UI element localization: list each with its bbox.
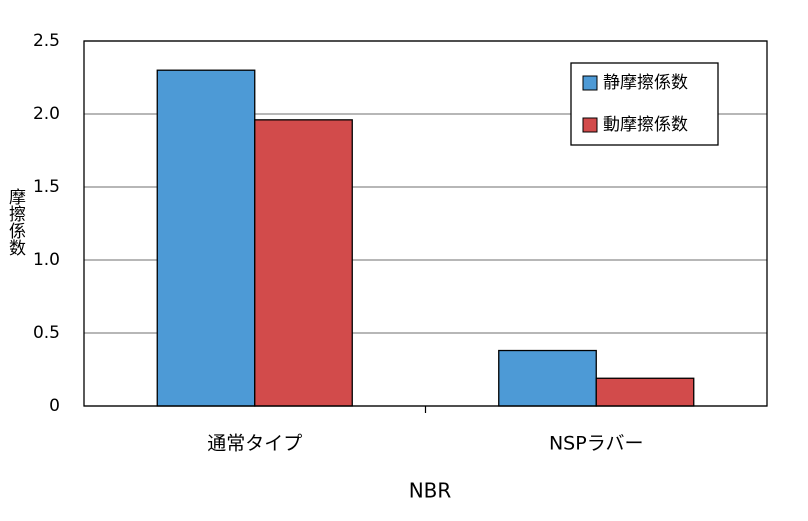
- legend-label: 動摩擦係数: [603, 115, 688, 135]
- y-tick-label: 2.0: [33, 104, 60, 124]
- x-tick-label: NSPラバー: [549, 433, 644, 455]
- bar: [498, 349, 597, 407]
- legend-swatch: [582, 75, 598, 91]
- plot-frame: [83, 40, 768, 407]
- bar: [254, 119, 353, 407]
- y-tick-label: 1.0: [33, 250, 60, 270]
- legend-swatch: [582, 117, 598, 133]
- legend-label: 静摩擦係数: [603, 73, 688, 93]
- x-tick-label: 通常タイプ: [207, 433, 302, 455]
- y-tick-label: 0: [49, 396, 60, 416]
- bar: [595, 377, 695, 407]
- bar: [156, 69, 256, 407]
- y-tick-label: 2.5: [33, 31, 60, 51]
- x-axis-label: NBR: [409, 479, 452, 503]
- y-tick-label: 1.5: [33, 177, 60, 197]
- y-tick-label: 0.5: [33, 323, 60, 343]
- y-axis-label: 摩擦係数: [5, 188, 26, 256]
